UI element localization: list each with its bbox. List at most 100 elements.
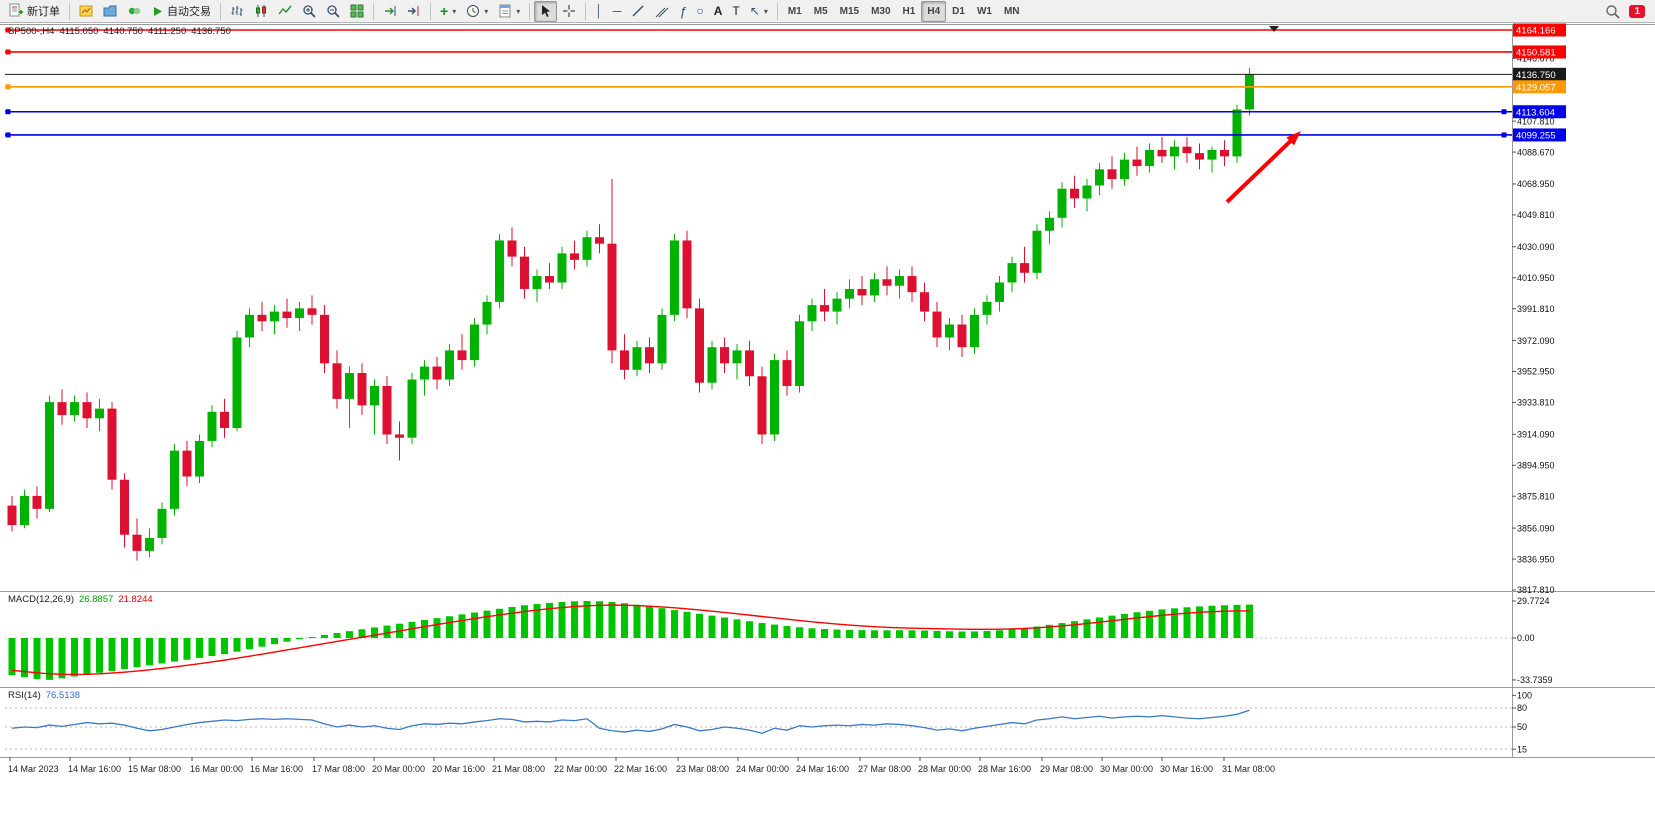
text-tool-button[interactable]: A bbox=[709, 1, 728, 22]
candle bbox=[845, 288, 854, 299]
horizontal-line-tool-button[interactable]: ─ bbox=[608, 1, 627, 22]
notification-badge[interactable]: 1 bbox=[1629, 4, 1645, 18]
trendline-tool-button[interactable] bbox=[626, 1, 650, 22]
candle bbox=[1020, 263, 1029, 273]
candle bbox=[57, 402, 67, 416]
fibonacci-tool-button[interactable]: ƒ bbox=[674, 1, 691, 22]
candle bbox=[895, 276, 904, 286]
price-scale-label: 3914.090 bbox=[1517, 430, 1555, 440]
horizontal-line-icon: ─ bbox=[612, 4, 622, 18]
line-handle[interactable] bbox=[5, 49, 11, 55]
price-scale-label: 4030.090 bbox=[1517, 242, 1555, 252]
timeframe-button-w1[interactable]: W1 bbox=[976, 5, 992, 17]
candle bbox=[257, 314, 267, 322]
crosshair-button[interactable] bbox=[557, 1, 581, 22]
toolbar-separator bbox=[430, 2, 431, 20]
chart-shift-button[interactable] bbox=[402, 1, 426, 22]
rsi-scale-label: 50 bbox=[1517, 722, 1527, 732]
time-axis-label: 16 Mar 16:00 bbox=[250, 764, 303, 774]
trendline-icon bbox=[632, 5, 644, 17]
candle bbox=[382, 385, 392, 435]
timeframe-button-m5[interactable]: M5 bbox=[813, 5, 828, 17]
time-axis-label: 22 Mar 00:00 bbox=[554, 764, 607, 774]
line-handle[interactable] bbox=[5, 27, 11, 33]
price-scale-label: 4068.950 bbox=[1517, 179, 1555, 189]
candle bbox=[1232, 109, 1242, 157]
tile-windows-button[interactable] bbox=[345, 1, 369, 22]
line-handle[interactable] bbox=[5, 84, 11, 90]
line-chart-button[interactable] bbox=[273, 1, 297, 22]
toolbar-separator bbox=[373, 2, 374, 20]
time-axis-label: 17 Mar 08:00 bbox=[312, 764, 365, 774]
time-axis-label: 30 Mar 00:00 bbox=[1100, 764, 1153, 774]
candle bbox=[582, 237, 592, 260]
clock-icon bbox=[467, 5, 480, 17]
candle bbox=[1082, 185, 1092, 199]
label-tool-button[interactable]: T bbox=[727, 1, 744, 22]
toolbar-separator bbox=[69, 2, 70, 20]
timeframe-button-m15[interactable]: M15 bbox=[839, 5, 860, 17]
price-scale-label: 3875.810 bbox=[1517, 491, 1555, 501]
line-handle[interactable] bbox=[5, 132, 11, 138]
templates-button[interactable]: ▾ bbox=[493, 1, 525, 22]
profiles-button[interactable] bbox=[98, 1, 122, 22]
candle bbox=[1182, 146, 1192, 154]
indicators-button[interactable]: + ▾ bbox=[435, 1, 461, 22]
rsi-value: 76.5138 bbox=[45, 690, 81, 701]
auto-scroll-button[interactable] bbox=[378, 1, 402, 22]
trend-arrow[interactable] bbox=[1225, 134, 1297, 204]
timeframe-button-m30[interactable]: M30 bbox=[871, 5, 891, 17]
navigator-button[interactable] bbox=[122, 1, 146, 22]
candle bbox=[70, 402, 79, 416]
ellipse-icon: ○ bbox=[696, 4, 704, 18]
time-axis-label: 30 Mar 16:00 bbox=[1160, 764, 1213, 774]
candle bbox=[782, 360, 792, 386]
timeframe-button-h1[interactable]: H1 bbox=[902, 5, 916, 17]
candle bbox=[870, 279, 879, 296]
candle bbox=[1007, 263, 1017, 283]
price-tag bbox=[1513, 105, 1566, 119]
zoom-out-button[interactable] bbox=[321, 1, 345, 22]
candle bbox=[1170, 146, 1179, 157]
candle bbox=[432, 366, 442, 380]
candle bbox=[7, 505, 17, 526]
candlestick-chart-button[interactable] bbox=[249, 1, 273, 22]
timeframe-button-m1[interactable]: M1 bbox=[787, 5, 802, 17]
candle bbox=[720, 347, 729, 364]
time-axis-label: 21 Mar 08:00 bbox=[492, 764, 545, 774]
trend-arrow-head[interactable] bbox=[1286, 131, 1301, 146]
search-button[interactable] bbox=[1600, 1, 1625, 22]
candle bbox=[295, 308, 304, 319]
price-scale-label: 4049.810 bbox=[1517, 210, 1555, 220]
candle bbox=[1070, 188, 1079, 199]
line-handle[interactable] bbox=[5, 109, 11, 115]
shapes-tool-button[interactable]: ○ bbox=[691, 1, 708, 22]
new-order-button[interactable]: 新订单 bbox=[4, 1, 65, 22]
timeframe-button-h4[interactable]: H4 bbox=[921, 0, 947, 22]
timeframe-button-d1[interactable]: D1 bbox=[952, 5, 965, 17]
line-handle[interactable] bbox=[1501, 132, 1507, 138]
periods-button[interactable]: ▾ bbox=[461, 1, 493, 22]
vertical-line-tool-button[interactable]: │ bbox=[590, 1, 608, 22]
candle bbox=[357, 373, 367, 406]
autotrading-button[interactable]: 自动交易 bbox=[146, 1, 216, 22]
cursor-button[interactable] bbox=[534, 0, 558, 22]
new-chart-button[interactable] bbox=[74, 1, 98, 22]
price-tag bbox=[1513, 128, 1566, 142]
zoom-in-button[interactable] bbox=[297, 1, 321, 22]
candle bbox=[157, 508, 167, 538]
bar-chart-button[interactable] bbox=[225, 1, 249, 22]
candle bbox=[457, 350, 467, 361]
channel-tool-button[interactable] bbox=[650, 1, 674, 22]
macd-header: MACD(12,26,9) 26.8857 21.8244 bbox=[8, 594, 158, 605]
vertical-line-icon: │ bbox=[595, 4, 603, 18]
arrows-tool-button[interactable]: ↖ ▾ bbox=[745, 1, 773, 22]
price-tag-label: 4136.750 bbox=[1516, 70, 1556, 81]
timeframe-button-mn[interactable]: MN bbox=[1003, 5, 1020, 17]
candle bbox=[445, 350, 454, 380]
candle bbox=[307, 308, 317, 315]
chart-title: SP500-,H4 4115.050 4140.750 4111.250 4136.75… bbox=[8, 26, 236, 37]
candle bbox=[282, 311, 292, 319]
line-handle[interactable] bbox=[1501, 109, 1507, 115]
